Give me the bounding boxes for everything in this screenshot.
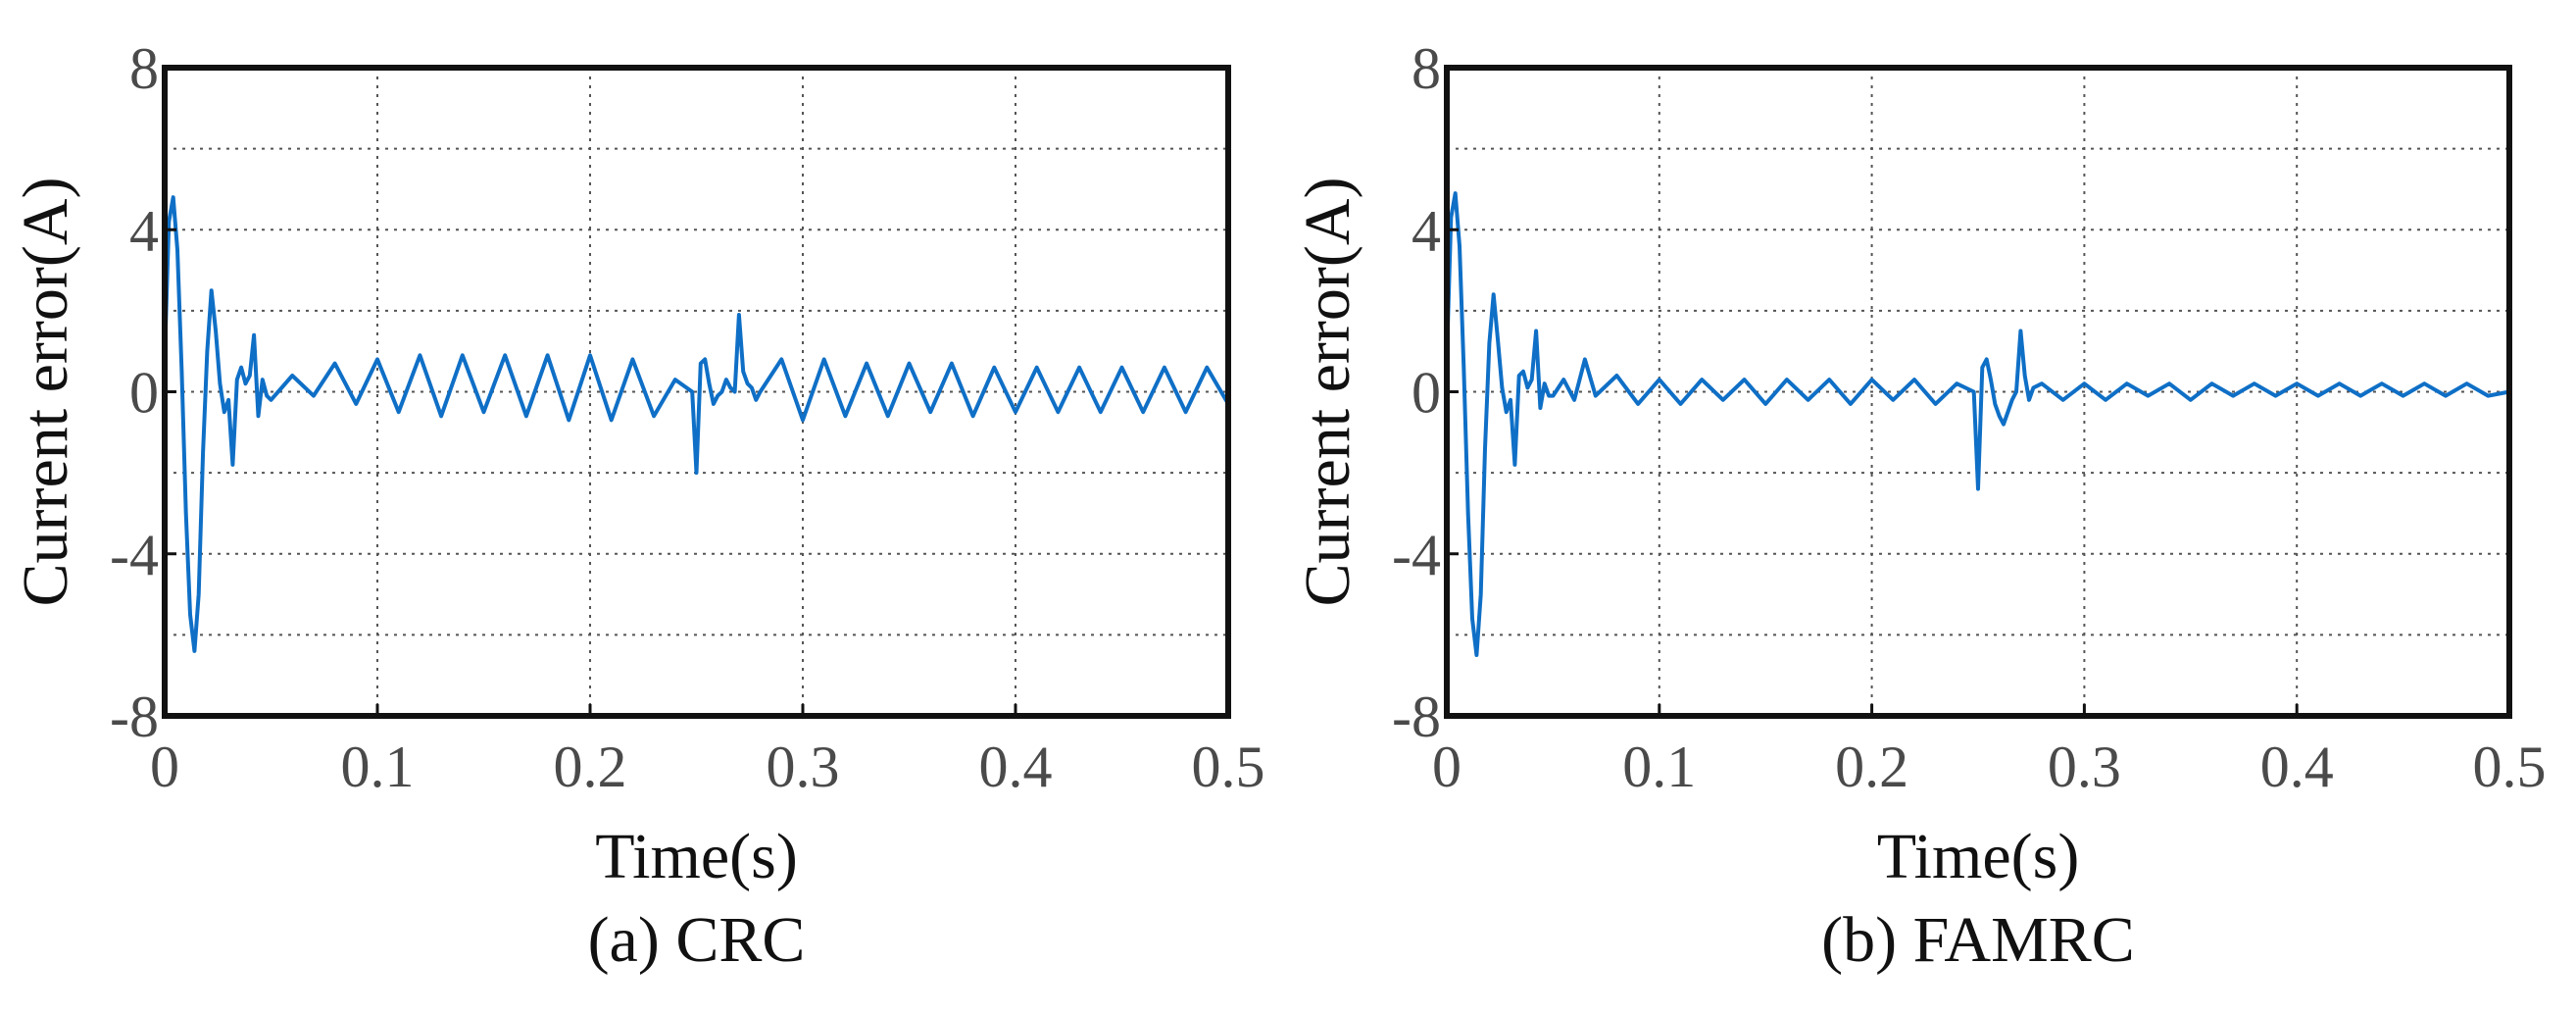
- panel-a-x-label: Time(s): [595, 821, 798, 892]
- panel-a-ytick-label-3: 4: [129, 198, 159, 263]
- panel-b-ytick-label-2: 0: [1412, 361, 1441, 426]
- panel-b-xtick-label-5: 0.5: [2473, 735, 2547, 799]
- panel-b-y-label: Current error(A): [1292, 177, 1363, 607]
- panel-b-ytick-label-4: 8: [1412, 36, 1441, 101]
- panel-a-xtick-label-3: 0.3: [767, 735, 840, 799]
- panel-a-xtick-label-1: 0.1: [341, 735, 415, 799]
- panel-a-xtick-label-4: 0.4: [979, 735, 1053, 799]
- panel-a-series-group: [163, 195, 1230, 653]
- panel-b-x-label: Time(s): [1877, 821, 2080, 892]
- panel-b-xtick-label-4: 0.4: [2260, 735, 2334, 799]
- panel-b-xtick-label-3: 0.3: [2048, 735, 2121, 799]
- panel-b-ytick-label-3: 4: [1412, 198, 1441, 263]
- panel-b-xtick-label-0: 0: [1432, 735, 1461, 799]
- panel-a-caption: (a) CRC: [588, 904, 806, 976]
- panel-b-ticks: [1445, 66, 2511, 718]
- panel-b-tick-labels: 0 0.1 0.2 0.3 0.4 0.5 -8 -4 0 4 8: [1392, 36, 2546, 799]
- panel-a-xtick-label-0: 0: [150, 735, 179, 799]
- panel-b-xtick-label-1: 0.1: [1622, 735, 1696, 799]
- panel-b-caption: (b) FAMRC: [1821, 904, 2135, 976]
- panel-a-tick-labels: 0 0.1 0.2 0.3 0.4 0.5 -8 -4 0 4 8: [110, 36, 1264, 799]
- panel-a-y-label: Current error(A): [10, 177, 81, 607]
- panel-b-series-0-line: [1445, 191, 2511, 657]
- panel-a: 0 0.1 0.2 0.3 0.4 0.5 -8 -4 0 4 8 Current error(A)…: [10, 36, 1265, 976]
- panel-b-grid: [1447, 68, 2509, 716]
- panel-b-series-group: [1445, 191, 2511, 657]
- panel-b: 0 0.1 0.2 0.3 0.4 0.5 -8 -4 0 4 8 Current error(A)…: [1292, 36, 2547, 976]
- panel-a-xtick-label-2: 0.2: [554, 735, 627, 799]
- panel-a-ytick-label-1: -4: [110, 523, 159, 587]
- panel-a-ytick-label-0: -8: [110, 684, 159, 749]
- panel-a-ticks: [163, 66, 1230, 718]
- panel-a-ytick-label-4: 8: [129, 36, 159, 101]
- panel-a-ytick-label-2: 0: [129, 361, 159, 426]
- panel-b-ytick-label-0: -8: [1392, 684, 1441, 749]
- panel-b-ytick-label-1: -4: [1392, 523, 1441, 587]
- panel-a-xtick-label-5: 0.5: [1192, 735, 1265, 799]
- panel-a-series-0-line: [163, 195, 1230, 653]
- panel-b-xtick-label-2: 0.2: [1835, 735, 1908, 799]
